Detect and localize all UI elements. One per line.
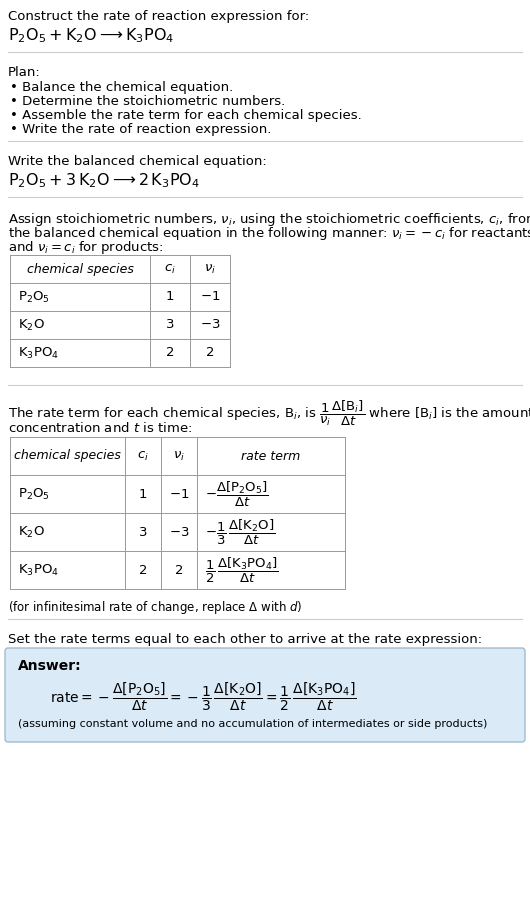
Text: concentration and $t$ is time:: concentration and $t$ is time:	[8, 421, 192, 435]
Text: $\mathrm{P_2O_5}$: $\mathrm{P_2O_5}$	[18, 290, 50, 304]
Text: chemical species: chemical species	[26, 262, 134, 275]
Text: 3: 3	[139, 526, 147, 538]
FancyBboxPatch shape	[5, 648, 525, 742]
Text: 2: 2	[166, 347, 174, 360]
Text: Construct the rate of reaction expression for:: Construct the rate of reaction expressio…	[8, 10, 309, 23]
Text: The rate term for each chemical species, $\mathrm{B}_i$, is $\dfrac{1}{\nu_i}\df: The rate term for each chemical species,…	[8, 399, 530, 429]
Text: Answer:: Answer:	[18, 659, 82, 673]
Text: Plan:: Plan:	[8, 66, 41, 79]
Text: chemical species: chemical species	[14, 449, 120, 462]
Text: $\nu_i$: $\nu_i$	[204, 262, 216, 275]
Text: Write the balanced chemical equation:: Write the balanced chemical equation:	[8, 155, 267, 168]
Text: 2: 2	[206, 347, 214, 360]
Text: 3: 3	[166, 319, 174, 331]
Text: rate term: rate term	[241, 449, 301, 462]
Text: $-1$: $-1$	[200, 291, 220, 303]
Text: $\mathrm{P_2O_5 + K_2O \longrightarrow K_3PO_4}$: $\mathrm{P_2O_5 + K_2O \longrightarrow K…	[8, 26, 174, 44]
Text: • Balance the chemical equation.: • Balance the chemical equation.	[10, 81, 233, 94]
Text: 1: 1	[166, 291, 174, 303]
Text: 1: 1	[139, 488, 147, 500]
Text: 2: 2	[175, 564, 183, 577]
Text: 2: 2	[139, 564, 147, 577]
Text: Assign stoichiometric numbers, $\nu_i$, using the stoichiometric coefficients, $: Assign stoichiometric numbers, $\nu_i$, …	[8, 211, 530, 228]
Text: $c_i$: $c_i$	[164, 262, 176, 275]
Text: • Write the rate of reaction expression.: • Write the rate of reaction expression.	[10, 123, 271, 136]
Text: $\mathrm{K_2O}$: $\mathrm{K_2O}$	[18, 318, 45, 332]
Text: (assuming constant volume and no accumulation of intermediates or side products): (assuming constant volume and no accumul…	[18, 719, 488, 729]
Text: Set the rate terms equal to each other to arrive at the rate expression:: Set the rate terms equal to each other t…	[8, 633, 482, 646]
Text: $\mathrm{P_2O_5}$: $\mathrm{P_2O_5}$	[18, 487, 50, 501]
Text: $\mathrm{K_3PO_4}$: $\mathrm{K_3PO_4}$	[18, 562, 59, 577]
Text: $-\dfrac{\Delta[\mathrm{P_2O_5}]}{\Delta t}$: $-\dfrac{\Delta[\mathrm{P_2O_5}]}{\Delta…	[205, 479, 269, 508]
Text: $\mathrm{K_3PO_4}$: $\mathrm{K_3PO_4}$	[18, 345, 59, 360]
Text: the balanced chemical equation in the following manner: $\nu_i = -c_i$ for react: the balanced chemical equation in the fo…	[8, 225, 530, 242]
Text: $-\dfrac{1}{3}\,\dfrac{\Delta[\mathrm{K_2O}]}{\Delta t}$: $-\dfrac{1}{3}\,\dfrac{\Delta[\mathrm{K_…	[205, 518, 275, 547]
Text: $\mathrm{K_2O}$: $\mathrm{K_2O}$	[18, 525, 45, 539]
Text: $\dfrac{1}{2}\,\dfrac{\Delta[\mathrm{K_3PO_4}]}{\Delta t}$: $\dfrac{1}{2}\,\dfrac{\Delta[\mathrm{K_3…	[205, 556, 278, 585]
Text: $c_i$: $c_i$	[137, 449, 149, 462]
Text: $\nu_i$: $\nu_i$	[173, 449, 185, 462]
Text: (for infinitesimal rate of change, replace $\Delta$ with $d$): (for infinitesimal rate of change, repla…	[8, 599, 303, 616]
Text: • Assemble the rate term for each chemical species.: • Assemble the rate term for each chemic…	[10, 109, 362, 122]
Text: $-3$: $-3$	[169, 526, 189, 538]
Text: $-1$: $-1$	[169, 488, 189, 500]
Text: • Determine the stoichiometric numbers.: • Determine the stoichiometric numbers.	[10, 95, 285, 108]
Text: $\mathrm{rate} = -\dfrac{\Delta[\mathrm{P_2O_5}]}{\Delta t} = -\dfrac{1}{3}\,\df: $\mathrm{rate} = -\dfrac{\Delta[\mathrm{…	[50, 681, 357, 714]
Text: $\mathrm{P_2O_5 + 3\,K_2O \longrightarrow 2\,K_3PO_4}$: $\mathrm{P_2O_5 + 3\,K_2O \longrightarro…	[8, 171, 200, 190]
Text: $-3$: $-3$	[200, 319, 220, 331]
Text: and $\nu_i = c_i$ for products:: and $\nu_i = c_i$ for products:	[8, 239, 164, 256]
